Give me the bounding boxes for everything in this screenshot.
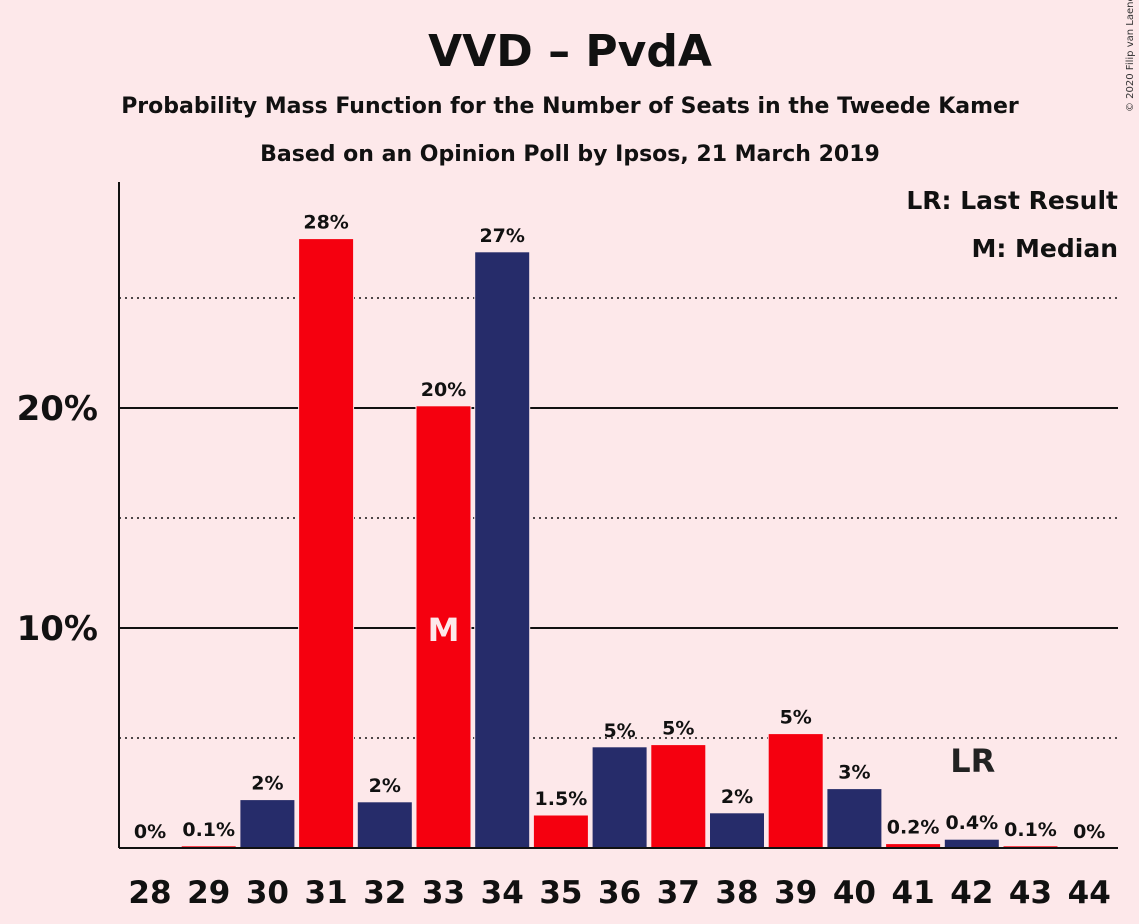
- x-tick-label-37: 37: [657, 875, 700, 911]
- x-tick-label-28: 28: [128, 875, 171, 911]
- x-tick-label-33: 33: [422, 875, 465, 911]
- bar-seat-33: [415, 405, 472, 849]
- bar-seat-35: [532, 814, 589, 849]
- x-tick-label-34: 34: [481, 875, 524, 911]
- x-tick-label-42: 42: [950, 875, 993, 911]
- data-label-seat-28: 0%: [134, 821, 166, 843]
- data-label-seat-34: 27%: [479, 225, 524, 247]
- data-label-seat-44: 0%: [1073, 821, 1105, 843]
- chart-subtitle: Probability Mass Function for the Number…: [121, 94, 1019, 119]
- x-axis-ticks: 28 29 30 31 32 33 34 35 36 37 38 39 40 41 42 43 44: [128, 875, 1110, 911]
- data-label-seat-41: 0.2%: [887, 817, 940, 839]
- data-label-seat-35: 1.5%: [535, 788, 588, 810]
- data-label-seat-33: 20%: [421, 379, 466, 401]
- legend-last-result: LR: Last Result: [906, 186, 1118, 215]
- bar-seat-32: [356, 801, 413, 849]
- data-label-seat-36: 5%: [603, 720, 635, 742]
- data-label-seat-30: 2%: [251, 773, 283, 795]
- x-tick-label-43: 43: [1009, 875, 1052, 911]
- data-label-seat-40: 3%: [838, 762, 870, 784]
- bar-seat-40: [826, 788, 883, 849]
- chart-subtitle-poll: Based on an Opinion Poll by Ipsos, 21 Ma…: [260, 142, 880, 167]
- x-tick-label-40: 40: [833, 875, 876, 911]
- x-tick-label-44: 44: [1068, 875, 1111, 911]
- last-result-marker: LR: [950, 742, 995, 780]
- bar-seat-34: [474, 251, 531, 849]
- data-label-seat-31: 28%: [303, 212, 348, 234]
- y-tick-label: 10%: [17, 609, 98, 649]
- x-tick-label-35: 35: [539, 875, 582, 911]
- data-label-seat-32: 2%: [369, 775, 401, 797]
- x-tick-label-41: 41: [892, 875, 935, 911]
- data-label-seat-43: 0.1%: [1004, 819, 1057, 841]
- x-tick-label-38: 38: [715, 875, 758, 911]
- y-axis-ticks: 10% 20%: [17, 389, 98, 649]
- bar-seat-42: [943, 838, 1000, 849]
- data-labels: 0% 0.1%2%28%2%20%M27%1.5%5% 5%2%5%3%0.2% 0.…: [134, 212, 1105, 843]
- gridlines: [119, 297, 1118, 739]
- bar-seat-30: [239, 799, 296, 849]
- bar-seat-39: [767, 733, 824, 849]
- x-tick-label-39: 39: [774, 875, 817, 911]
- x-tick-label-36: 36: [598, 875, 641, 911]
- data-label-seat-42: 0.4%: [945, 812, 998, 834]
- bar-seat-31: [298, 238, 355, 849]
- data-label-seat-37: 5%: [662, 718, 694, 740]
- x-tick-label-31: 31: [305, 875, 348, 911]
- bar-seat-38: [709, 812, 765, 849]
- chart-title: VVD – PvdA: [428, 26, 712, 77]
- y-tick-label: 20%: [17, 389, 98, 429]
- copyright-notice: © 2020 Filip van Laenen: [1125, 0, 1136, 112]
- x-tick-label-32: 32: [363, 875, 406, 911]
- data-label-seat-39: 5%: [780, 707, 812, 729]
- bar-seat-36: [591, 746, 648, 849]
- x-tick-label-30: 30: [246, 875, 289, 911]
- x-tick-label-29: 29: [187, 875, 230, 911]
- bars: [180, 238, 1059, 849]
- bar-seat-37: [650, 744, 707, 849]
- data-label-seat-38: 2%: [721, 786, 753, 808]
- data-label-seat-29: 0.1%: [182, 819, 235, 841]
- median-marker: M: [428, 611, 460, 649]
- legend-median: M: Median: [971, 234, 1118, 263]
